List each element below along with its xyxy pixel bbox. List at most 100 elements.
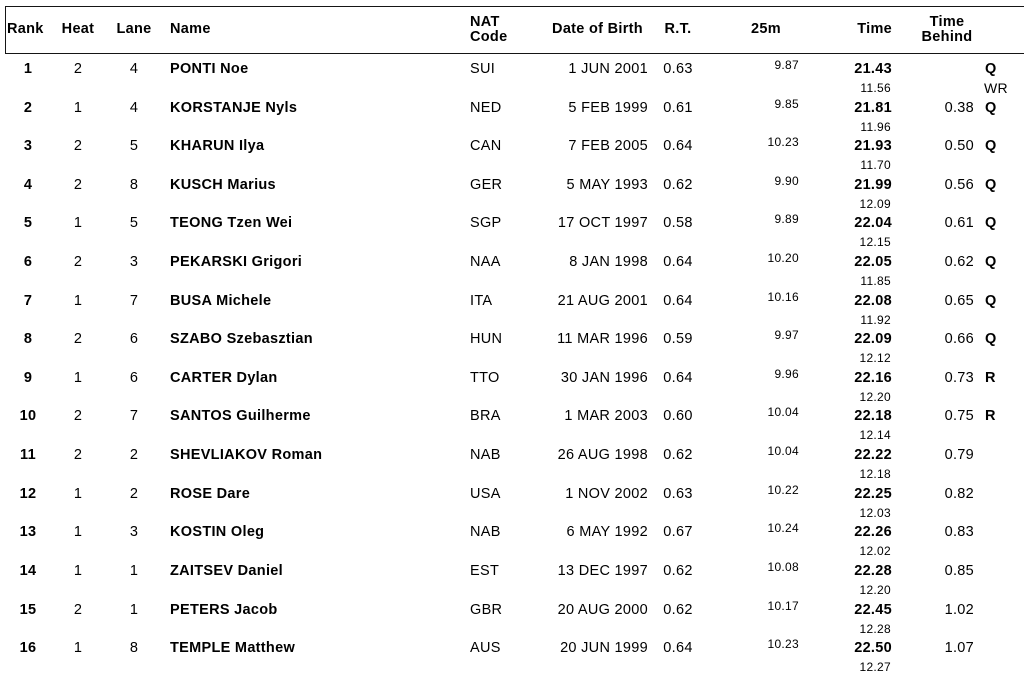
lane-cell: 4 [129,99,139,116]
time-behind-cell: 0.66 [944,331,974,348]
time-behind-cell: 0.50 [944,138,974,155]
swimmer-name-cell: ROSE Dare [170,485,251,502]
final-time-cell: 22.16 [854,369,892,386]
table-row: 11 2 2 SHEVLIAKOV Roman NAB 26 AUG 1998 … [0,441,1024,480]
date-of-birth-cell: 6 MAY 1992 [566,524,648,541]
header-time: Time [857,21,892,38]
second-50-split-cell: 12.15 [859,235,891,250]
split-25m-cell: 9.85 [774,96,799,111]
rank-cell: 10 [19,408,37,425]
heat-cell: 2 [73,331,83,348]
nat-code-cell: AUS [470,640,501,657]
table-header-row: Rank Heat Lane Name NAT Code Date of Bir… [0,6,1024,54]
date-of-birth-cell: 20 AUG 2000 [557,601,648,618]
split-25m-cell: 10.23 [767,135,799,150]
heat-cell: 1 [73,99,83,116]
qualification-cell: Q [985,331,997,348]
heat-cell: 1 [73,215,83,232]
rank-cell: 8 [23,331,33,348]
qualification-cell [978,557,1024,585]
date-of-birth-cell: 20 JUN 1999 [560,640,648,657]
second-50-split-cell: 11.96 [860,119,891,134]
final-time-cell: 22.25 [854,485,892,502]
rank-cell: 3 [23,138,33,155]
date-of-birth-cell: 30 JAN 1996 [560,369,648,386]
time-behind-cell: 0.73 [944,369,974,386]
date-of-birth-cell: 5 FEB 1999 [568,99,648,116]
reaction-time-cell: 0.62 [663,176,693,193]
record-badge-cell [978,469,1024,480]
split-25m-cell: 10.04 [767,444,799,459]
table-row: 10 2 7 SANTOS Guilherme BRA 1 MAR 2003 0… [0,402,1024,441]
nat-code-cell: ITA [470,292,493,309]
heat-cell: 2 [73,254,83,271]
rank-cell: 2 [23,99,33,116]
table-row: 14 1 1 ZAITSEV Daniel EST 13 DEC 1997 0.… [0,557,1024,596]
lane-cell: 8 [129,176,139,193]
lane-cell: 6 [129,369,139,386]
final-time-cell: 21.93 [854,138,892,155]
qualification-cell: Q [985,138,997,155]
heat-cell: 1 [73,562,83,579]
record-badge-cell [978,276,1024,287]
table-row: 3 2 5 KHARUN Ilya CAN 7 FEB 2005 0.64 10… [0,132,1024,171]
swimmer-name-cell: PEKARSKI Grigori [170,254,303,271]
header-nat-code: NAT Code [470,13,508,45]
date-of-birth-cell: 21 AUG 2001 [557,292,648,309]
table-row: 2 1 4 KORSTANJE Nyls NED 5 FEB 1999 0.61… [0,94,1024,133]
swimmer-name-cell: TEONG Tzen Wei [170,215,293,232]
swimmer-name-cell: KHARUN Ilya [170,138,265,155]
reaction-time-cell: 0.63 [663,485,693,502]
heat-cell: 2 [73,61,83,77]
final-time-cell: 22.18 [854,408,892,425]
heat-cell: 1 [73,369,83,386]
date-of-birth-cell: 5 MAY 1993 [566,176,648,193]
record-badge-cell [978,392,1024,403]
swimmer-name-cell: CARTER Dylan [170,369,278,386]
date-of-birth-cell: 1 MAR 2003 [564,408,648,425]
swimmer-name-cell: PETERS Jacob [170,601,278,618]
swimmer-name-cell: ZAITSEV Daniel [170,562,283,579]
rank-cell: 4 [23,176,33,193]
record-badge-cell [978,199,1024,210]
qualification-cell: Q [985,254,997,271]
qualification-cell: Q [985,176,997,193]
split-25m-cell: 10.23 [767,637,799,652]
second-50-split-cell: 12.28 [859,621,891,636]
split-25m-cell: 9.89 [774,212,799,227]
table-row: 7 1 7 BUSA Michele ITA 21 AUG 2001 0.64 … [0,287,1024,326]
second-50-split-cell: 12.18 [859,467,891,482]
lane-cell: 3 [129,254,139,271]
qualification-cell: Q [985,292,997,309]
split-25m-cell: 10.20 [767,251,799,266]
table-row: 13 1 3 KOSTIN Oleg NAB 6 MAY 1992 0.67 1… [0,518,1024,557]
header-date-of-birth: Date of Birth [552,21,643,38]
reaction-time-cell: 0.62 [663,562,693,579]
swimmer-name-cell: SHEVLIAKOV Roman [170,447,323,464]
record-badge-cell [978,430,1024,441]
record-badge-cell [978,122,1024,133]
reaction-time-cell: 0.64 [663,292,693,309]
date-of-birth-cell: 11 MAR 1996 [557,331,648,348]
rank-cell: 5 [23,215,33,232]
date-of-birth-cell: 7 FEB 2005 [568,138,648,155]
swimmer-name-cell: TEMPLE Matthew [170,640,296,657]
qualification-cell: Q [985,99,997,116]
split-25m-cell: 10.04 [767,405,799,420]
header-reaction-time: R.T. [664,21,692,38]
final-time-cell: 22.26 [854,524,892,541]
date-of-birth-cell: 1 JUN 2001 [568,61,648,77]
header-heat: Heat [61,21,95,38]
qualification-cell [978,480,1024,508]
table-row: 16 1 8 TEMPLE Matthew AUS 20 JUN 1999 0.… [0,634,1024,673]
rank-cell: 16 [19,640,37,657]
nat-code-cell: EST [470,562,500,579]
heat-cell: 1 [73,640,83,657]
record-badge-cell [978,546,1024,557]
nat-code-cell: NAA [470,254,501,271]
swimmer-name-cell: KOSTIN Oleg [170,524,265,541]
second-50-split-cell: 12.20 [859,389,891,404]
nat-code-cell: GBR [470,601,503,618]
second-50-split-cell: 12.14 [859,428,891,443]
nat-code-cell: TTO [470,369,500,386]
